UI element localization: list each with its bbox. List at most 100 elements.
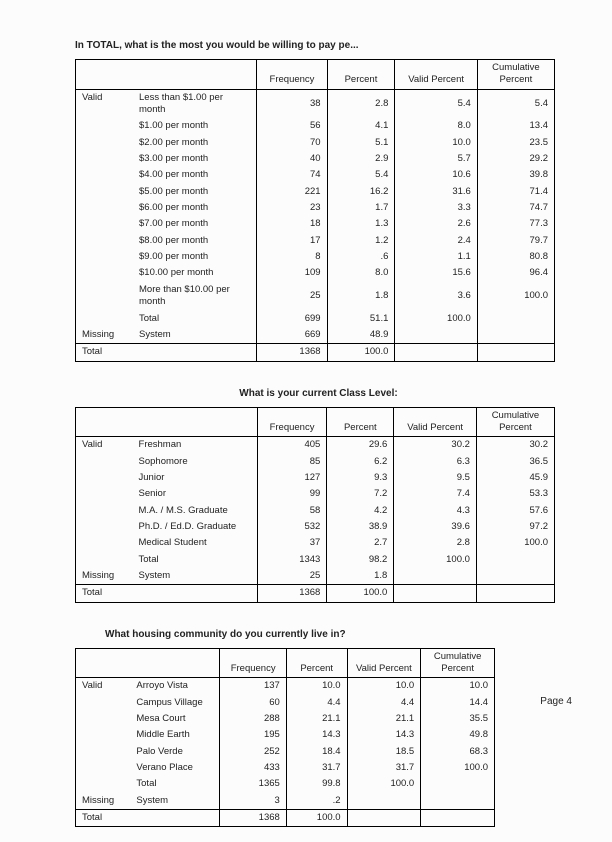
- cell: [76, 151, 134, 167]
- cell: 16.2: [327, 184, 395, 200]
- cell: 40: [257, 151, 327, 167]
- table-row: Ph.D. / Ed.D. Graduate53238.939.697.2: [76, 519, 555, 535]
- cell: [76, 311, 134, 327]
- cell: [76, 249, 134, 265]
- cell: [76, 184, 134, 200]
- cell: 288: [220, 711, 286, 727]
- cell: [76, 711, 131, 727]
- table2: Frequency Percent Valid Percent Cumulati…: [75, 407, 555, 603]
- cell: Sophomore: [133, 454, 258, 470]
- cell: 100.0: [395, 311, 477, 327]
- cell: 15.6: [395, 265, 477, 281]
- cell: .6: [327, 249, 395, 265]
- cell: 68.3: [421, 744, 495, 760]
- cell: 3.6: [395, 282, 477, 311]
- cell: Verano Place: [130, 760, 220, 776]
- cell: 405: [257, 437, 327, 454]
- header-blank1: [76, 60, 134, 90]
- cell: 10.0: [286, 678, 347, 695]
- cell: Total: [76, 344, 134, 361]
- cell: 1343: [257, 552, 327, 568]
- cell: 79.7: [477, 233, 554, 249]
- cell: 48.9: [327, 327, 395, 344]
- cell: 37: [257, 535, 327, 551]
- cell: 5.7: [395, 151, 477, 167]
- cell: 60: [220, 695, 286, 711]
- table-row: $2.00 per month705.110.023.5: [76, 135, 555, 151]
- cell: .2: [286, 793, 347, 810]
- table-row: ValidFreshman40529.630.230.2: [76, 437, 555, 454]
- cell: 39.8: [477, 167, 554, 183]
- cell: $8.00 per month: [133, 233, 257, 249]
- cell: 4.4: [347, 695, 421, 711]
- cell: [76, 135, 134, 151]
- cell: [76, 233, 134, 249]
- cell: Total: [133, 311, 257, 327]
- cell: [76, 470, 133, 486]
- cell: 29.6: [327, 437, 394, 454]
- table3-body: ValidArroyo Vista13710.010.010.0Campus V…: [76, 678, 495, 827]
- cell: 58: [257, 503, 327, 519]
- cell: 6.3: [394, 454, 477, 470]
- cell: 5.4: [477, 89, 554, 118]
- cell: 2.7: [327, 535, 394, 551]
- cell: 57.6: [476, 503, 554, 519]
- header-cumulative-percent: Cumulative Percent: [476, 407, 554, 437]
- cell: 669: [257, 327, 327, 344]
- cell: 14.3: [286, 727, 347, 743]
- header-cumulative-percent: Cumulative Percent: [477, 60, 554, 90]
- cell: 10.0: [395, 135, 477, 151]
- cell: 96.4: [477, 265, 554, 281]
- cell: Middle Earth: [130, 727, 220, 743]
- cell: 4.4: [286, 695, 347, 711]
- table-row: MissingSystem251.8: [76, 568, 555, 585]
- cell: [76, 760, 131, 776]
- cell: Valid: [76, 89, 134, 118]
- header-percent: Percent: [327, 60, 395, 90]
- cell: [395, 344, 477, 361]
- cell: System: [133, 568, 258, 585]
- cell: Valid: [76, 678, 131, 695]
- cell: 97.2: [476, 519, 554, 535]
- cell: [421, 793, 495, 810]
- cell: 100.0: [327, 585, 394, 602]
- cell: $5.00 per month: [133, 184, 257, 200]
- cell: 109: [257, 265, 327, 281]
- table-row: Total69951.1100.0: [76, 311, 555, 327]
- cell: 2.8: [394, 535, 477, 551]
- cell: $3.00 per month: [133, 151, 257, 167]
- cell: $1.00 per month: [133, 118, 257, 134]
- cell: [394, 585, 477, 602]
- cell: [477, 311, 554, 327]
- header-percent: Percent: [286, 648, 347, 678]
- cell: 45.9: [476, 470, 554, 486]
- cell: More than $10.00 per month: [133, 282, 257, 311]
- header-valid-percent: Valid Percent: [394, 407, 477, 437]
- cell: 38: [257, 89, 327, 118]
- cell: 18.4: [286, 744, 347, 760]
- cell: 71.4: [477, 184, 554, 200]
- cell: [76, 727, 131, 743]
- cell: $6.00 per month: [133, 200, 257, 216]
- cell: [395, 327, 477, 344]
- cell: 100.0: [347, 776, 421, 792]
- cell: 221: [257, 184, 327, 200]
- cell: $2.00 per month: [133, 135, 257, 151]
- cell: 100.0: [286, 810, 347, 827]
- cell: 1.2: [327, 233, 395, 249]
- table-row: $8.00 per month171.22.479.7: [76, 233, 555, 249]
- cell: Arroyo Vista: [130, 678, 220, 695]
- header-blank2: [133, 407, 258, 437]
- cell: 7.2: [327, 486, 394, 502]
- cell: 99.8: [286, 776, 347, 792]
- cell: 6.2: [327, 454, 394, 470]
- cell: 70: [257, 135, 327, 151]
- table-row: Mesa Court28821.121.135.5: [76, 711, 495, 727]
- cell: Total: [76, 585, 133, 602]
- cell: 10.0: [347, 678, 421, 695]
- cell: 49.8: [421, 727, 495, 743]
- cell: 13.4: [477, 118, 554, 134]
- cell: [76, 535, 133, 551]
- cell: 1368: [257, 344, 327, 361]
- cell: M.A. / M.S. Graduate: [133, 503, 258, 519]
